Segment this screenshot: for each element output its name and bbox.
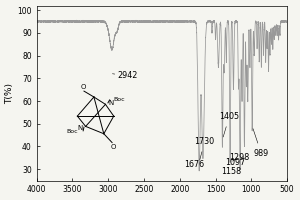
Text: 2942: 2942 [112, 71, 138, 80]
Text: 1298: 1298 [229, 153, 249, 162]
Text: 1730: 1730 [194, 137, 214, 160]
Text: 989: 989 [253, 129, 269, 158]
Y-axis label: T(%): T(%) [6, 83, 15, 104]
Text: 1097: 1097 [225, 158, 245, 167]
Text: 1158: 1158 [221, 167, 241, 176]
Text: 1405: 1405 [219, 112, 239, 137]
Text: 1676: 1676 [184, 160, 204, 169]
